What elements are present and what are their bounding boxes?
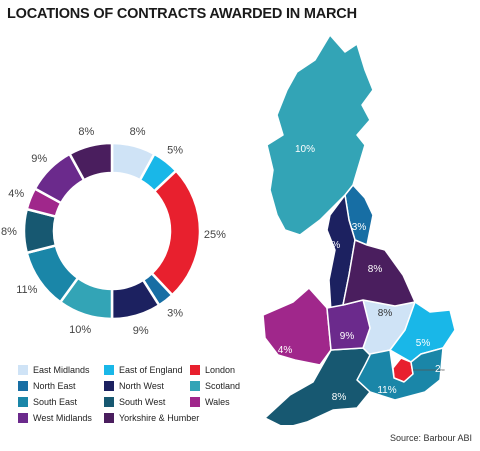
donut-label-scotland: 10% <box>69 324 91 336</box>
donut-label-east-midlands: 8% <box>130 126 146 138</box>
map-region-yorkshire-and-humber <box>342 239 416 307</box>
donut-label-east-of-england: 5% <box>167 145 183 157</box>
uk-map: 8% 5% 25% 3% 9% 10% 11% 8% 4% 9% 8% <box>262 34 456 425</box>
map-label-wales: 4% <box>278 345 293 356</box>
legend-item-west-midlands: West Midlands <box>18 411 104 424</box>
legend-item-scotland: Scotland <box>190 379 250 392</box>
legend-item-south-east: South East <box>18 395 104 408</box>
legend-label: South West <box>119 396 166 407</box>
legend-swatch <box>18 412 28 423</box>
legend-item-north-east: North East <box>18 379 104 392</box>
legend-swatch <box>190 364 200 375</box>
legend-item-london: London <box>190 363 250 376</box>
source-note: Source: Barbour ABI <box>389 433 472 443</box>
chart-legend: East Midlands East of England London North … <box>18 363 248 424</box>
donut-chart: 8% 5% 25% 3% 9% 10% 11% 8% 4% 9% 8% <box>1 126 226 337</box>
legend-item-east-midlands: East Midlands <box>18 363 104 376</box>
donut-label-north-east: 3% <box>167 307 183 319</box>
donut-slice-yorkshire-and-humber <box>67 141 114 182</box>
legend-label: London <box>205 364 236 375</box>
legend-label: East of England <box>119 364 183 375</box>
legend-swatch <box>190 396 200 407</box>
legend-item-south-west: South West <box>104 395 190 408</box>
legend-swatch <box>104 396 114 407</box>
legend-swatch <box>18 380 28 391</box>
donut-label-south-west: 8% <box>1 226 17 238</box>
legend-swatch <box>18 396 28 407</box>
map-label-yorkshire-and-humber: 8% <box>368 264 383 275</box>
map-label-london: 25% <box>435 364 455 375</box>
legend-label: North West <box>119 380 164 391</box>
map-region-south-west <box>264 347 371 425</box>
legend-item-north-west: North West <box>104 379 190 392</box>
donut-label-south-east: 11% <box>16 284 37 296</box>
map-label-east-midlands: 8% <box>378 308 393 319</box>
map-region-south-east <box>356 347 444 401</box>
map-label-east-of-england: 5% <box>416 338 431 349</box>
map-label-west-midlands: 9% <box>340 331 355 342</box>
legend-item-wales: Wales <box>190 395 250 408</box>
map-label-south-east: 11% <box>377 385 396 396</box>
legend-swatch <box>104 412 114 423</box>
chart-title: LOCATIONS OF CONTRACTS AWARDED IN MARCH <box>7 6 357 22</box>
legend-item-east-of-england: East of England <box>104 363 190 376</box>
legend-label: North East <box>33 380 76 391</box>
map-label-scotland: 10% <box>295 144 315 155</box>
legend-swatch <box>104 380 114 391</box>
donut-label-west-midlands: 9% <box>31 153 47 165</box>
map-label-north-west: 9% <box>326 240 341 251</box>
legend-swatch <box>104 364 114 375</box>
legend-label: Yorkshire & Humber <box>119 412 200 423</box>
legend-swatch <box>190 380 200 391</box>
legend-item-yorkshire-and-humber: Yorkshire & Humber <box>104 411 199 424</box>
legend-label: East Midlands <box>33 364 90 375</box>
map-region-west-midlands <box>326 299 371 351</box>
legend-label: South East <box>33 396 78 407</box>
legend-label: West Midlands <box>33 412 92 423</box>
donut-label-yorkshire-and-humber: 8% <box>78 126 94 138</box>
legend-label: Wales <box>205 396 230 407</box>
donut-label-north-west: 9% <box>133 325 149 337</box>
donut-label-london: 25% <box>204 229 226 241</box>
donut-label-wales: 4% <box>8 188 24 200</box>
legend-label: Scotland <box>205 380 241 391</box>
legend-swatch <box>18 364 28 375</box>
map-label-south-west: 8% <box>332 392 347 403</box>
map-label-north-east: 3% <box>352 222 367 233</box>
donut-slice-london <box>149 168 202 297</box>
map-region-wales <box>262 287 332 366</box>
map-region-scotland <box>266 34 374 236</box>
